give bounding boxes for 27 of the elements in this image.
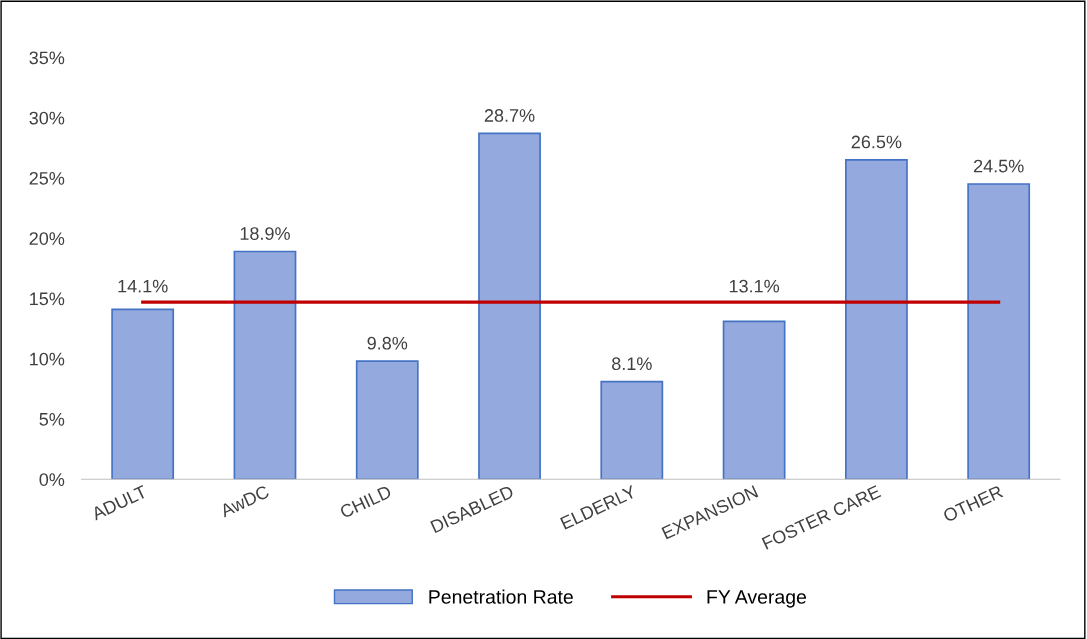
data-label: 26.5% bbox=[851, 135, 902, 149]
y-tick-label: 20% bbox=[29, 232, 65, 245]
legend-label: FY Average bbox=[707, 590, 807, 608]
bar bbox=[233, 250, 297, 480]
bar bbox=[355, 360, 419, 480]
bar bbox=[967, 183, 1031, 480]
data-label: 8.1% bbox=[612, 357, 652, 371]
bar bbox=[722, 320, 786, 480]
y-tick-label: 30% bbox=[29, 111, 65, 125]
data-label: 28.7% bbox=[484, 109, 535, 122]
y-tick-label: 5% bbox=[39, 413, 65, 426]
data-label: 24.5% bbox=[973, 159, 1024, 173]
data-label: 9.8% bbox=[367, 336, 408, 350]
y-tick-label: 25% bbox=[29, 171, 65, 185]
y-tick-label: 35% bbox=[29, 51, 65, 65]
bar bbox=[844, 159, 908, 480]
x-tick-label: CHILD bbox=[339, 484, 393, 519]
data-label: 14.1% bbox=[118, 279, 168, 293]
bar bbox=[600, 380, 664, 480]
y-tick-label: 10% bbox=[30, 352, 65, 366]
bar bbox=[111, 308, 175, 480]
y-tick-label: 0% bbox=[39, 473, 65, 486]
data-label: 13.1% bbox=[729, 279, 780, 293]
y-tick-label: 15% bbox=[30, 292, 65, 306]
bar bbox=[478, 132, 541, 480]
legend-label: Penetration Rate bbox=[429, 589, 573, 604]
data-label: 18.9% bbox=[240, 227, 290, 240]
